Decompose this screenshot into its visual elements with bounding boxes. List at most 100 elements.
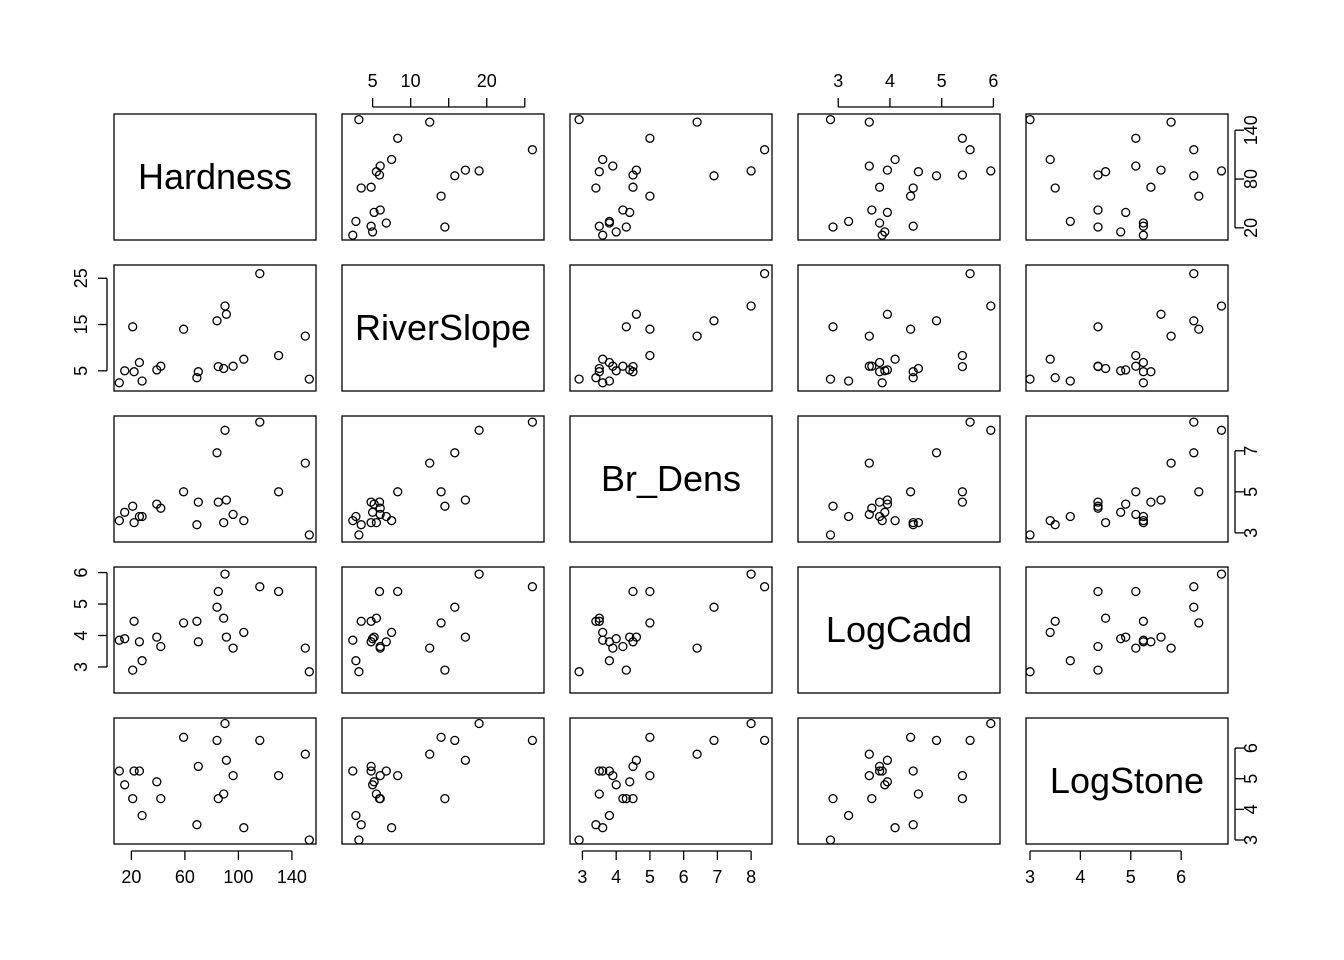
data-point [880,507,890,517]
data-point [692,331,702,341]
data-point [759,735,770,746]
tick-label: 5 [645,867,655,887]
data-point [746,166,756,176]
data-point [1045,154,1055,165]
panel-logstone-vs-br-dens [569,717,773,845]
panel-frame [1025,415,1229,543]
panel-logstone-vs-riverslope [341,717,545,845]
data-point [986,718,996,729]
data-point [1065,376,1075,386]
tick-label: 6 [988,71,998,91]
data-point [1045,515,1055,526]
data-point [436,732,446,742]
data-point [864,117,874,127]
data-point [474,718,484,729]
data-point [825,530,836,540]
data-point [375,643,385,653]
data-point [882,495,893,505]
data-point [1156,165,1166,175]
x-axis-br-dens-bottom: 3 4 5 6 7 8 [577,850,756,887]
tick-label: 20 [121,867,141,887]
panel-frame [797,113,1001,241]
data-point [371,517,382,528]
data-point [631,632,642,642]
variable-label-hardness: Hardness [138,156,292,197]
data-point [608,361,618,371]
data-point [828,322,838,332]
tick-label: 100 [223,867,253,887]
data-point [604,810,615,821]
data-point [931,171,942,181]
data-point [905,732,916,742]
data-point [864,770,874,781]
data-point [460,165,471,175]
data-point [152,632,162,642]
data-point [304,374,314,384]
variable-label-logcadd: LogCadd [826,609,972,650]
tick-label: 5 [1241,774,1261,784]
data-point [1093,222,1103,232]
data-point [1100,167,1111,177]
data-point [366,616,376,626]
data-point [460,495,471,505]
data-point [1166,117,1176,127]
data-point [213,586,223,597]
data-point [598,378,608,388]
data-point [825,114,836,125]
data-point [351,511,361,522]
data-point [393,487,403,497]
data-point [128,665,138,675]
panel-br-dens-vs-logstone [1025,415,1229,543]
data-point [386,154,397,165]
panel-frame [1025,717,1229,845]
data-point [440,222,450,232]
panel-frame [113,566,317,694]
data-point [1100,363,1111,374]
data-point [864,749,874,759]
tick-label: 3 [833,71,843,91]
data-point [356,183,366,193]
data-point [591,183,601,193]
data-point [156,361,166,371]
data-point [367,227,378,237]
data-point [631,755,642,765]
data-point [193,497,203,507]
data-point [220,718,230,729]
data-point [880,227,890,237]
panel-frame [569,566,773,694]
data-point [134,511,145,522]
data-point [425,458,435,468]
data-point [371,613,382,623]
data-point [375,770,385,781]
data-point [348,766,358,776]
data-point [356,520,366,530]
panel-logstone-vs-logstone: LogStone [1025,717,1229,845]
data-point [905,191,916,201]
y-axis-hardness-right: 20 80 140 [1234,115,1261,238]
data-point [1045,354,1055,364]
data-point [527,582,538,592]
data-point [874,182,885,192]
data-point [1189,417,1199,427]
data-point [628,586,638,597]
data-point [156,793,166,804]
data-point [1121,499,1131,509]
data-point [1189,602,1199,612]
data-point [908,373,918,383]
data-point [645,770,655,781]
variable-label-br-dens: Br_Dens [601,458,741,499]
panel-riverslope-vs-hardness [113,264,317,392]
data-point [178,487,189,497]
y-axis-riverslope-left: 5 15 25 [71,268,108,376]
data-point [356,820,366,830]
data-point [864,161,874,171]
data-point [193,761,203,772]
data-point [436,191,446,201]
data-point [354,835,364,845]
panel-frame [341,415,545,543]
data-point [1189,582,1199,592]
data-point [393,586,403,597]
data-point [129,616,139,626]
data-point [192,520,202,530]
tick-label: 60 [175,867,195,887]
